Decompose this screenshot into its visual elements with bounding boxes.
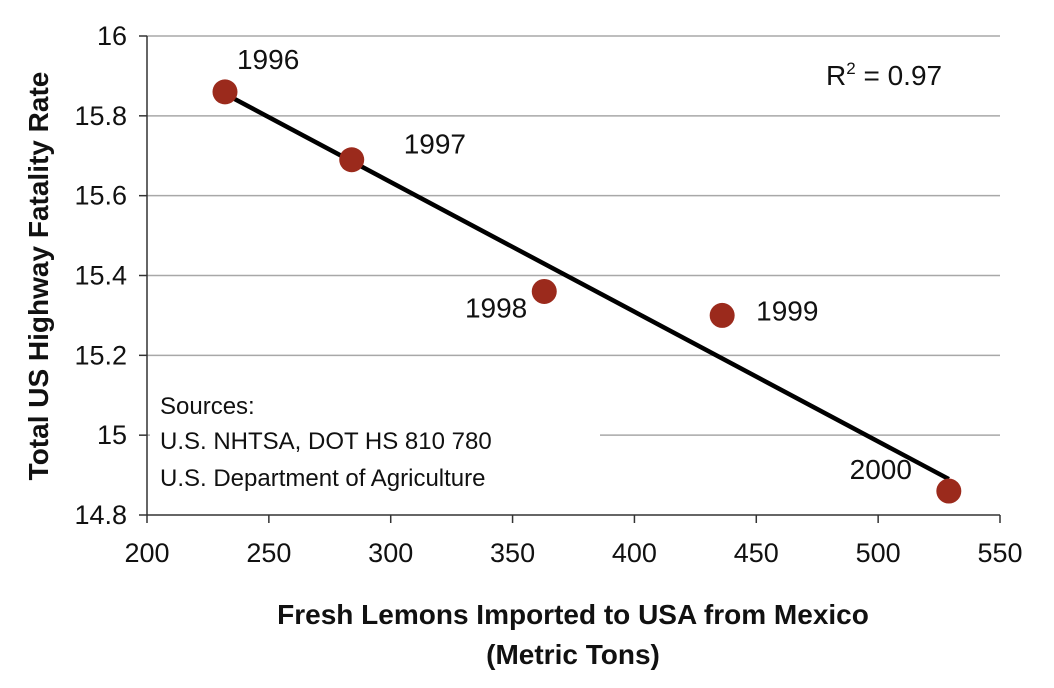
y-tick-label: 15.2 [74,340,127,370]
data-point [936,478,962,504]
y-axis-title: Total US Highway Fatality Rate [23,72,54,481]
x-tick-label: 300 [368,538,413,568]
x-tick-label: 250 [246,538,291,568]
y-tick-label: 15.6 [74,181,127,211]
x-tick-label: 400 [612,538,657,568]
r-squared-annotation: R2 = 0.97 [826,59,942,91]
data-point [709,302,735,328]
y-tick-label: 15.4 [74,261,127,291]
point-label: 1999 [756,295,818,326]
x-tick-label: 500 [856,538,901,568]
gridlines [147,35,1000,436]
x-tick-label: 550 [977,538,1022,568]
x-tick-label: 350 [490,538,535,568]
data-point [212,79,238,105]
x-tick-label: 200 [124,538,169,568]
data-point [339,147,365,173]
y-tick-label: 16 [97,21,127,51]
x-axis-title-line2: (Metric Tons) [486,639,660,670]
point-label: 1997 [404,129,466,160]
y-tick-label: 15 [97,420,127,450]
data-point [531,278,557,304]
sources-heading: Sources: [160,393,255,420]
x-tick-label: 450 [734,538,779,568]
point-labels: 1996 1997 1998 1999 2000 [237,44,912,485]
tick-labels: 14.8 15 15.2 15.4 15.6 15.8 16 200 250 300 350 400 4… [74,21,1022,568]
source-nhtsa: U.S. NHTSA, DOT HS 810 780 [160,428,492,455]
point-label: 2000 [850,454,912,485]
y-tick-label: 14.8 [74,500,127,530]
axes [139,35,1001,523]
y-tick-label: 15.8 [74,101,127,131]
data-points [212,79,962,504]
point-label: 1996 [237,44,299,75]
source-usda: U.S. Department of Agriculture [160,465,485,492]
point-label: 1998 [465,292,527,323]
sources-box [150,384,600,510]
x-axis-title-line1: Fresh Lemons Imported to USA from Mexico [277,599,869,630]
